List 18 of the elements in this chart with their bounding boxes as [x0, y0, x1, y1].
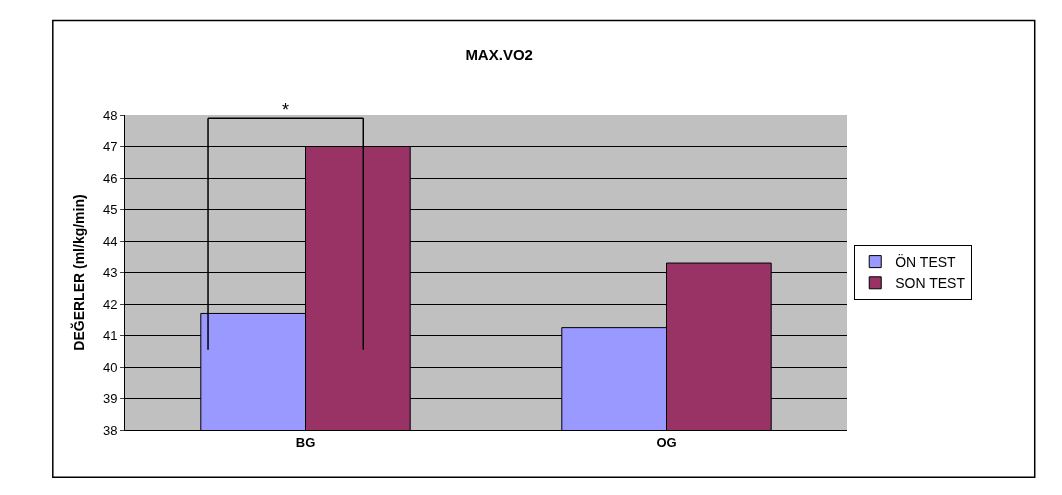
- x-tick-label: OG: [656, 434, 677, 450]
- y-tick-label: 40: [102, 359, 118, 375]
- y-tick-label: 45: [102, 202, 118, 218]
- annotation: *: [282, 100, 290, 120]
- y-tick-label: 43: [102, 265, 118, 281]
- y-tick-label: 39: [102, 391, 118, 407]
- y-tick-label: 38: [102, 422, 118, 438]
- x-tick-label: BG: [295, 434, 316, 450]
- y-tick-label: 46: [102, 170, 118, 186]
- y-tick-label: 44: [102, 233, 118, 249]
- chart-title: MAX.VO2: [465, 46, 533, 63]
- legend-label: ÖN TEST: [895, 253, 957, 271]
- y-tick-label: 41: [102, 328, 118, 344]
- y-tick-label: 47: [102, 139, 118, 155]
- legend-label: SON TEST: [895, 275, 966, 292]
- y-axis-title: DEĞERLER (ml/kg/min): [69, 194, 87, 351]
- y-tick-label: 42: [102, 296, 118, 312]
- y-tick-label: 48: [102, 107, 118, 123]
